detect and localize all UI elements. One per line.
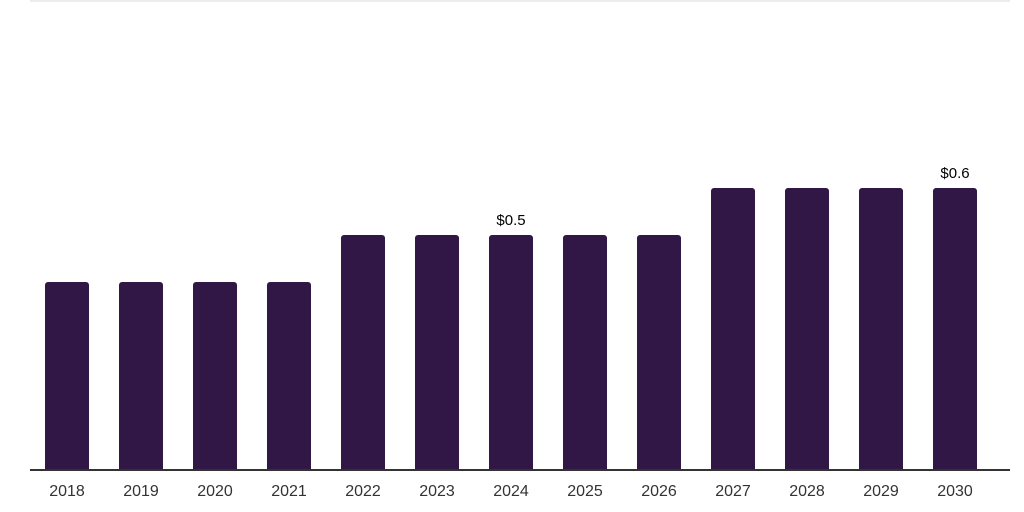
x-tick-2027: 2027: [715, 483, 751, 500]
x-tick-2024: 2024: [493, 483, 529, 500]
bar-2028: [785, 188, 829, 470]
bar-2022: [341, 235, 385, 470]
bar-2030: [933, 188, 977, 470]
bar-2024: [489, 235, 533, 470]
bar-2021: [267, 282, 311, 470]
bar-2019: [119, 282, 163, 470]
x-tick-2029: 2029: [863, 483, 899, 500]
x-tick-2018: 2018: [49, 483, 85, 500]
chart-top-border: [30, 0, 1010, 2]
x-tick-2020: 2020: [197, 483, 233, 500]
plot-area: $0.5 $0.6: [30, 0, 1010, 470]
bar-2027: [711, 188, 755, 470]
x-tick-2019: 2019: [123, 483, 159, 500]
bar-2020: [193, 282, 237, 470]
bar-2025: [563, 235, 607, 470]
bar-2026: [637, 235, 681, 470]
value-label-2030: $0.6: [940, 165, 970, 182]
x-tick-2030: 2030: [937, 483, 973, 500]
bar-2018: [45, 282, 89, 470]
x-tick-2028: 2028: [789, 483, 825, 500]
bar-chart: $0.5 $0.6 2018 2019 2020 2021 2022 2023 2024 202…: [30, 0, 1010, 512]
value-label-2024: $0.5: [496, 212, 526, 229]
x-tick-2026: 2026: [641, 483, 677, 500]
x-tick-2022: 2022: [345, 483, 381, 500]
bar-2029: [859, 188, 903, 470]
x-tick-2021: 2021: [271, 483, 307, 500]
x-axis-line: [30, 469, 1010, 471]
x-tick-2023: 2023: [419, 483, 455, 500]
bar-2023: [415, 235, 459, 470]
x-tick-2025: 2025: [567, 483, 603, 500]
